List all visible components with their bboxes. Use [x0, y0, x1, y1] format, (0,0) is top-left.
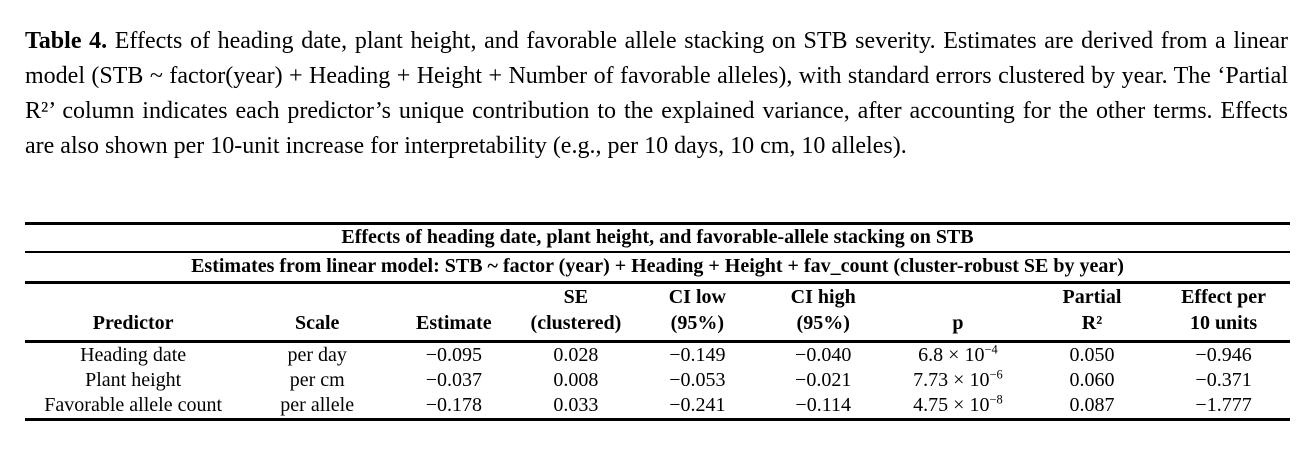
col-header-p: p	[888, 282, 1027, 343]
col-header-scale-line2: Scale	[294, 312, 340, 334]
cell-ci-low: −0.149	[669, 344, 726, 366]
column-header-row: Predictor Scale Estimate SE (clustered) …	[25, 282, 1290, 343]
col-header-se-line1: SE	[563, 286, 589, 308]
p-value-exponent: −8	[989, 393, 1003, 407]
cell-estimate: −0.178	[425, 394, 482, 416]
col-header-ci-low-line1: CI low	[668, 286, 726, 308]
col-header-se-line2: (clustered)	[530, 312, 622, 334]
cell-scale: per day	[287, 344, 347, 366]
cell-estimate: −0.095	[425, 344, 482, 366]
cell-se: 0.008	[553, 369, 599, 391]
col-header-effect-line1: Effect per	[1181, 286, 1267, 308]
results-table-container: Effects of heading date, plant height, a…	[25, 222, 1290, 421]
col-header-predictor-line2: Predictor	[92, 312, 174, 334]
table-caption: Table 4. Effects of heading date, plant …	[25, 24, 1288, 164]
col-header-partial-r2-line1: Partial	[1062, 286, 1122, 308]
p-value-base: 7.73 × 10	[913, 369, 990, 391]
cell-predictor: Plant height	[85, 369, 182, 391]
cell-p-value: 6.8 × 10−4	[889, 342, 1027, 369]
p-value-base: 6.8 × 10	[918, 344, 985, 366]
cell-ci-high: −0.040	[795, 344, 852, 366]
cell-partial-r2: 0.087	[1069, 394, 1115, 416]
col-header-effect-line2: 10 units	[1189, 312, 1258, 334]
cell-se: 0.028	[553, 344, 599, 366]
col-header-ci-high: CI high (95%)	[757, 282, 889, 343]
cell-p-value: 4.75 × 10−8	[889, 393, 1027, 420]
cell-se: 0.033	[553, 394, 599, 416]
table-row-heading-date: Heading date per day −0.095 0.028 −0.149…	[25, 342, 1290, 369]
col-header-ci-low: CI low (95%)	[637, 282, 758, 343]
col-header-predictor: Predictor	[25, 282, 242, 343]
cell-ci-high: −0.021	[795, 369, 852, 391]
col-header-estimate-line2: Estimate	[416, 312, 492, 334]
cell-partial-r2: 0.060	[1069, 369, 1115, 391]
col-header-ci-high-line1: CI high	[790, 286, 856, 308]
caption-label: Table 4.	[25, 28, 108, 54]
p-value-exponent: −6	[989, 368, 1003, 382]
p-value-exponent: −4	[984, 342, 998, 357]
col-header-ci-high-line2: (95%)	[796, 312, 850, 334]
p-value-base: 4.75 × 10	[913, 394, 990, 416]
col-header-partial-r2: Partial R²	[1026, 282, 1158, 343]
cell-predictor: Favorable allele count	[44, 394, 223, 416]
table-row-favorable-allele-count: Favorable allele count per allele −0.178…	[25, 393, 1290, 420]
cell-effect-per-10: −1.777	[1195, 394, 1252, 416]
table-row-plant-height: Plant height per cm −0.037 0.008 −0.053 …	[25, 368, 1290, 393]
cell-estimate: −0.037	[425, 369, 482, 391]
cell-effect-per-10: −0.946	[1195, 344, 1252, 366]
cell-predictor: Heading date	[80, 344, 187, 366]
col-header-scale: Scale	[241, 282, 394, 343]
col-header-partial-r2-line2: R²	[1081, 312, 1103, 334]
results-table: Effects of heading date, plant height, a…	[25, 222, 1290, 421]
caption-text: Effects of heading date, plant height, a…	[25, 28, 1288, 159]
cell-effect-per-10: −0.371	[1195, 369, 1252, 391]
cell-scale: per allele	[280, 394, 355, 416]
table-title-row: Effects of heading date, plant height, a…	[25, 223, 1290, 253]
cell-ci-low: −0.053	[669, 369, 726, 391]
cell-partial-r2: 0.050	[1069, 344, 1115, 366]
col-header-se-clustered: SE (clustered)	[514, 282, 638, 343]
col-header-effect-per-10: Effect per 10 units	[1157, 282, 1290, 343]
col-header-p-line2: p	[952, 312, 964, 334]
col-header-ci-low-line2: (95%)	[670, 312, 724, 334]
col-header-estimate: Estimate	[393, 282, 515, 343]
table-subtitle-row: Estimates from linear model: STB ~ facto…	[25, 252, 1290, 284]
table-title: Effects of heading date, plant height, a…	[25, 223, 1290, 253]
cell-ci-high: −0.114	[795, 394, 851, 416]
cell-ci-low: −0.241	[669, 394, 726, 416]
cell-scale: per cm	[289, 369, 345, 391]
cell-p-value: 7.73 × 10−6	[889, 368, 1027, 393]
table-subtitle: Estimates from linear model: STB ~ facto…	[25, 252, 1290, 284]
